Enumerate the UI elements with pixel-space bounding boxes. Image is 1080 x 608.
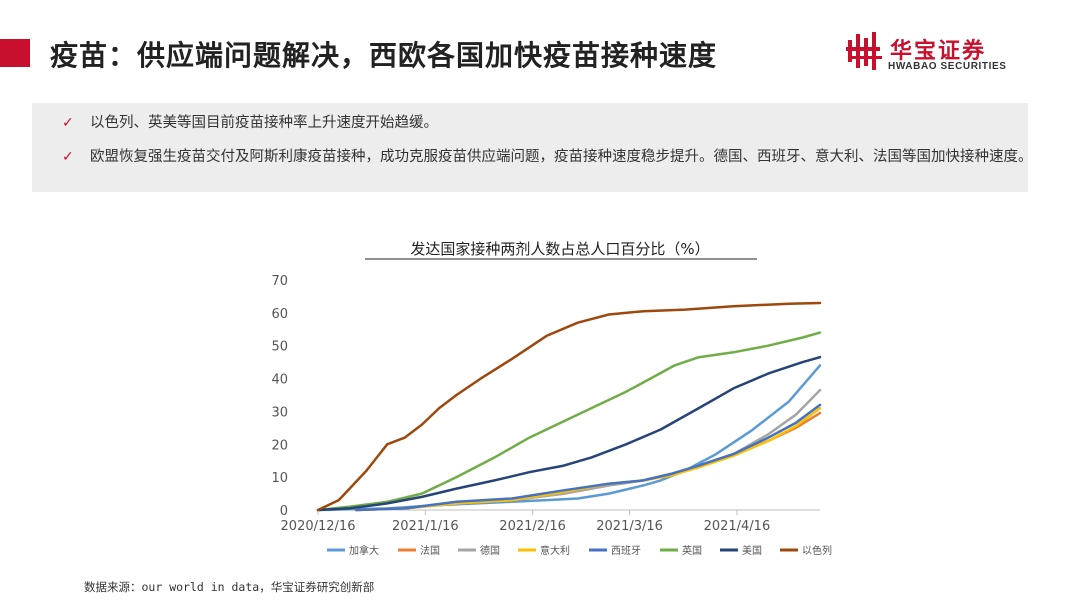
legend-label: 以色列 [802,544,832,557]
chart-title: 发达国家接种两剂人数占总人口百分比（%） [410,240,709,258]
series-line-美国 [316,355,822,512]
legend-label: 西班牙 [611,545,641,557]
chart-legend: 加拿大 法国 德国 意大利 西班牙 英国 美国 以色列 [327,544,832,557]
legend-label: 加拿大 [349,544,379,557]
legend-label: 法国 [420,544,440,557]
summary-box: ✓ 以色列、英美等国目前疫苗接种率上升速度开始趋缓。 ✓ 欧盟恢复强生疫苗交付及… [32,103,1033,192]
series-line-英国 [316,331,822,512]
legend-label: 美国 [742,544,762,557]
vaccination-line-chart: 发达国家接种两剂人数占总人口百分比（%） 0 10 20 30 40 50 60 70 202… [271,240,832,557]
y-tick-label: 40 [271,373,288,388]
y-axis: 0 10 20 30 40 50 60 70 [271,274,288,519]
legend-label: 英国 [682,544,702,557]
check-icon: ✓ [62,149,74,165]
x-tick-label: 2021/1/16 [392,519,459,534]
x-tick-label: 2021/2/16 [499,519,566,534]
legend-label: 意大利 [540,544,570,557]
y-tick-label: 20 [271,438,288,453]
check-icon: ✓ [62,115,74,131]
legend-label: 德国 [480,544,500,557]
logo-text-cn: 华宝证券 [890,39,987,64]
y-tick-label: 70 [271,274,288,289]
series-line-西班牙 [354,403,822,512]
source-note: 数据来源：our world in data，华宝证券研究创新部 [84,580,375,594]
y-tick-label: 10 [271,471,288,486]
logo-text-en: HWABAO SECURITIES [888,61,1007,72]
x-tick-label: 2020/12/16 [281,519,356,534]
company-logo: 华宝证券 HWABAO SECURITIES [846,30,1046,76]
y-tick-label: 0 [280,504,288,519]
page-title: 疫苗：供应端问题解决，西欧各国加快疫苗接种速度 [50,39,718,72]
series-lines [316,301,822,512]
x-tick-label: 2021/4/16 [704,519,771,534]
bullet-text: 以色列、英美等国目前疫苗接种率上升速度开始趋缓。 [90,115,438,131]
title-accent-bar [0,39,30,67]
y-tick-label: 30 [271,405,288,420]
y-tick-label: 60 [271,307,288,322]
x-tick-label: 2021/3/16 [596,519,663,534]
bullet-text: 欧盟恢复强生疫苗交付及阿斯利康疫苗接种，成功克服疫苗供应端问题，疫苗接种速度稳步… [90,149,1033,165]
hwabao-logo-icon [846,32,882,70]
x-axis: 2020/12/16 2021/1/16 2021/2/16 2021/3/16 202… [281,509,820,534]
y-tick-label: 50 [271,340,288,355]
series-line-以色列 [316,301,822,512]
